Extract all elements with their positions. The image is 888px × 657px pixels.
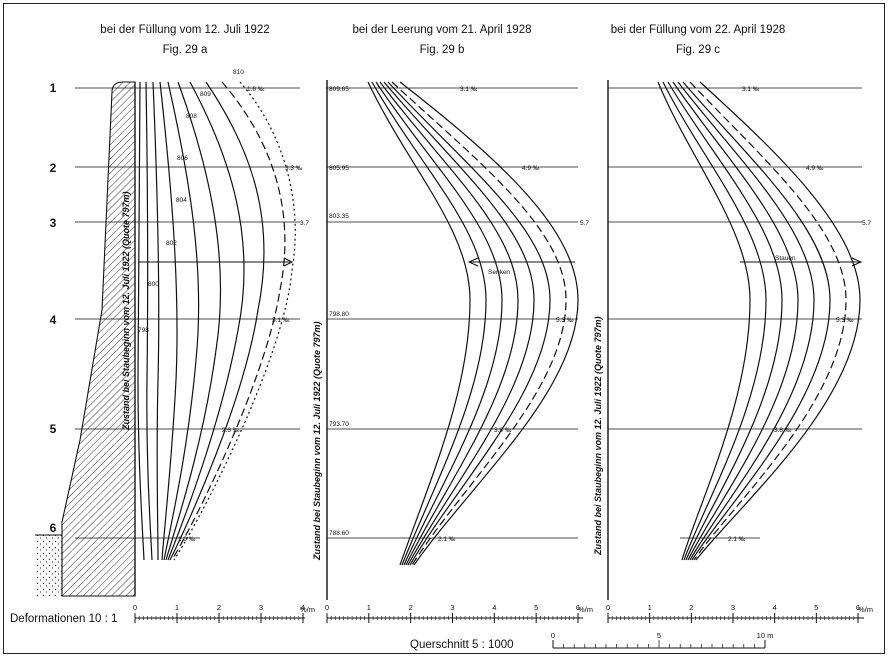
panel-a-value-1: 1.6 ‰	[247, 86, 265, 93]
panel-b-elev-6: 788.60	[329, 530, 349, 537]
panel-c-value-6: 2.1 ‰	[728, 536, 746, 543]
level-2-label: 2	[50, 161, 57, 175]
panel-a-curves	[137, 81, 296, 561]
panel-a-value-2: 3.3 ‰	[285, 165, 303, 172]
panel-b-value-1: 3.1 ‰	[460, 86, 478, 93]
panel-b-elev-4: 798.80	[329, 311, 349, 318]
header-fig-b-title: bei der Leerung vom 21. April 1928	[352, 24, 531, 36]
panel-c-curves	[657, 81, 861, 561]
axis-a-tick-label-0: 0	[133, 603, 137, 612]
axis-c-tick-label-4: 4	[773, 603, 777, 612]
axis-a-tick-label-1: 1	[175, 603, 179, 612]
axis-b-tick-label-3: 3	[450, 603, 454, 612]
panel-b-side-label: Zustand bei Staubeginn vom 12. Juli 1922…	[312, 321, 322, 561]
axis-b-tick-label-0: 0	[325, 603, 329, 612]
panel-c-value-1: 3.1 ‰	[742, 86, 760, 93]
header-fig-a-title: bei der Füllung vom 12. Juli 1922	[100, 24, 269, 36]
panel-a-elev-809: 809	[200, 91, 211, 98]
level-5-label: 5	[50, 422, 57, 436]
panel-b-arrow-label: Senken	[488, 269, 510, 276]
panel-a-elev-804: 804	[176, 197, 187, 204]
panel-b-curves	[367, 81, 579, 566]
axis-a-tick-label-3: 3	[259, 603, 263, 612]
panel-c-value-5: 3.8 ‰	[774, 427, 792, 434]
panel-c-value-4: 5.3 ‰	[836, 317, 854, 324]
panel-b-value-4: 5.3 ‰	[556, 317, 574, 324]
axis-b-tick-label-1: 1	[367, 603, 371, 612]
scale-bar-label-10: 10 m	[757, 631, 774, 640]
panel-a-elev-798: 798	[138, 327, 149, 334]
panel-a-side-label: Zustand bei Staubeginn vom 12. Juli 1922…	[121, 191, 131, 431]
panel-b-value-2: 4.9 ‰	[522, 165, 540, 172]
panel-b-elev-3: 803.35	[329, 213, 349, 220]
panel-b-value-6: 2.1 ‰	[438, 536, 456, 543]
axis-c-ticks: 0 1 2 3 4 5 6	[606, 603, 860, 623]
header-fig-c-number: Fig. 29 c	[676, 44, 720, 56]
axis-a-tick-label-2: 2	[217, 603, 221, 612]
panel-c-value-3: 5.7	[862, 220, 871, 227]
cross-section-scale-label: Querschnitt 5 : 1000	[410, 639, 514, 651]
panel-c-value-2: 4.9 ‰	[806, 165, 824, 172]
axis-a-unit: %/m	[300, 605, 315, 614]
foundation-rock	[35, 535, 63, 596]
axis-b-unit: %/m	[578, 605, 593, 614]
axis-b-tick-label-6: 6	[576, 603, 580, 612]
panel-c-arrow-label: Stauen	[775, 255, 796, 262]
panel-a-elev-800: 800	[148, 281, 159, 288]
axis-c-tick-label-0: 0	[606, 603, 610, 612]
axis-b-tick-label-5: 5	[534, 603, 538, 612]
sheet-border	[3, 3, 885, 654]
panel-a-elev-802: 802	[166, 240, 177, 247]
axis-c-tick-label-5: 5	[814, 603, 818, 612]
panel-a-value-4: 3.1 ‰	[272, 317, 290, 324]
panel-b-value-5: 3.8 ‰	[494, 427, 512, 434]
axis-a-tick-label-4: 4	[301, 603, 305, 612]
level-3-label: 3	[50, 216, 57, 230]
panel-a-elev-808: 808	[186, 113, 197, 120]
axis-c-tick-label-6: 6	[856, 603, 860, 612]
scale-bar-ticks	[552, 640, 766, 648]
panel-b: Senken	[326, 80, 579, 600]
header-fig-b-number: Fig. 29 b	[420, 44, 465, 56]
panel-a-elev-810: 810	[233, 69, 244, 76]
scale-bar-label-5: 5	[657, 631, 661, 640]
axis-b-ticks: 0 1 2 3 4 5 6	[325, 603, 580, 623]
level-1-label: 1	[50, 81, 57, 95]
axis-b-tick-label-2: 2	[409, 603, 413, 612]
header-fig-c-title: bei der Füllung vom 22. April 1928	[611, 24, 786, 36]
axis-b-tick-label-4: 4	[492, 603, 496, 612]
dam-cross-section	[61, 81, 136, 597]
axis-c-tick-label-3: 3	[731, 603, 735, 612]
panel-b-elev-2: 805.95	[329, 165, 349, 172]
axis-c-unit: %/m	[858, 605, 873, 614]
panel-a-value-6: 1.0 ‰	[178, 536, 196, 543]
header-fig-a-number: Fig. 29 a	[163, 44, 208, 56]
panel-a-value-3: 3.7	[300, 220, 309, 227]
scale-bar-label-0: 0	[551, 631, 555, 640]
deformation-scale-label: Deformationen 10 : 1	[10, 613, 117, 625]
panel-b-elev-5: 793.70	[329, 421, 349, 428]
panel-b-elev-1: 809.65	[329, 86, 349, 93]
axis-a-ticks: 0 1 2 3 4	[133, 603, 305, 623]
level-6-label: 6	[50, 521, 57, 535]
panel-a-elev-806: 806	[177, 155, 188, 162]
panel-b-value-3: 5.7	[580, 220, 589, 227]
axis-c-tick-label-2: 2	[689, 603, 693, 612]
level-4-label: 4	[50, 313, 57, 327]
panel-c: Stauen	[607, 80, 863, 600]
panel-c-side-label: Zustand bei Staubeginn vom 12. Juli 1922…	[593, 316, 603, 556]
panel-a-value-5: 2.6 ‰	[222, 427, 240, 434]
axis-c-tick-label-1: 1	[648, 603, 652, 612]
